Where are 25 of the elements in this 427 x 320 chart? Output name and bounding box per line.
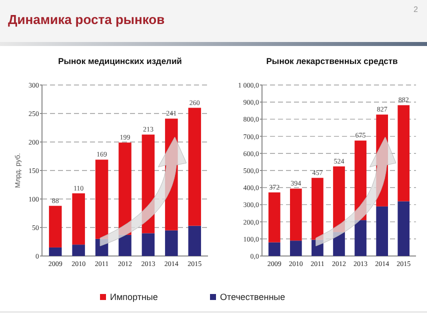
bar [354, 220, 366, 256]
bar [95, 160, 108, 239]
bar [398, 105, 410, 202]
chart-title: Динамика роста рынков [8, 12, 165, 27]
bar [268, 242, 280, 256]
bar [290, 188, 302, 241]
chart-title: Рынок лекарственных средств [266, 56, 398, 66]
bar [188, 226, 202, 256]
legend-label: Отечественные [220, 292, 286, 302]
bar [376, 206, 388, 256]
bar [312, 178, 324, 240]
bar [48, 206, 62, 248]
bar [48, 247, 62, 256]
chart-subtitle: Рынок медицинских изделий [58, 56, 182, 66]
bar [72, 193, 85, 245]
bar [142, 233, 155, 256]
legend-label: Импортные [110, 292, 158, 302]
bar [268, 192, 280, 242]
bar [188, 108, 202, 226]
bar [72, 244, 85, 256]
bar [290, 240, 302, 256]
bar [165, 230, 178, 256]
bar [118, 234, 132, 256]
bar [398, 201, 410, 256]
text: 2 [414, 5, 419, 14]
